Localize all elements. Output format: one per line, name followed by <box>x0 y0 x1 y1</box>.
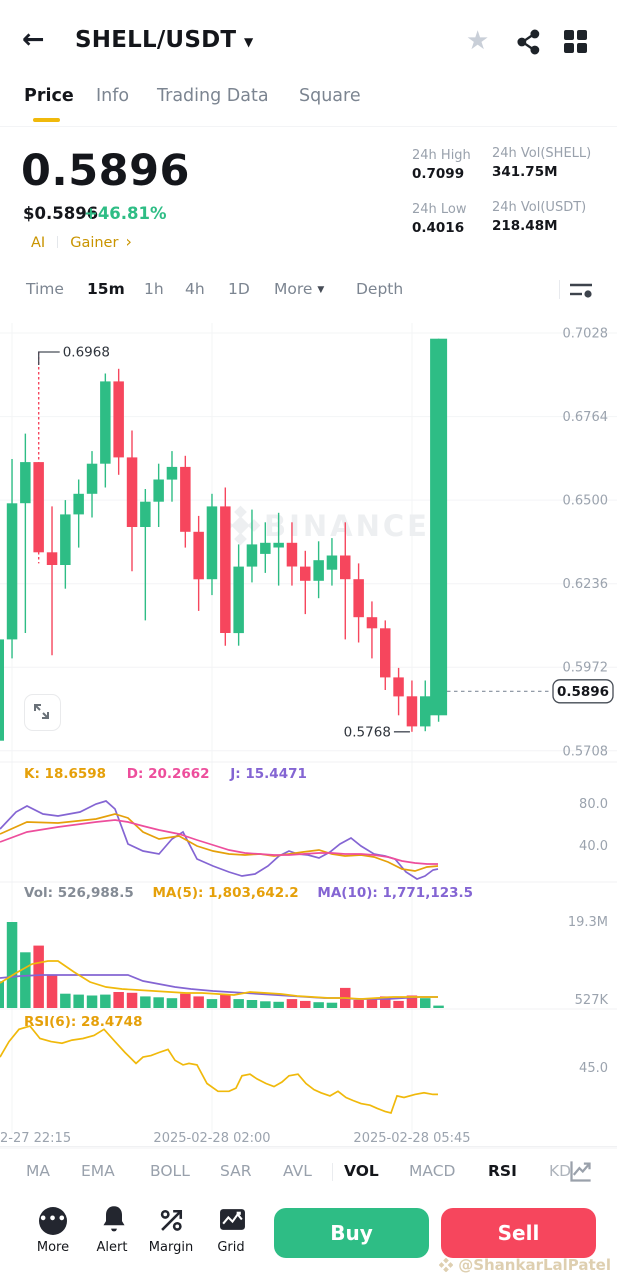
back-arrow-icon[interactable]: ← <box>22 24 45 55</box>
rsi-value-row: RSI(6): 28.4748 <box>24 1014 143 1030</box>
grid-trading-icon <box>220 1209 245 1230</box>
markets-grid-icon[interactable] <box>564 30 590 56</box>
credit-watermark: @ShankarLalPatel <box>438 1256 611 1274</box>
grid-button[interactable] <box>219 1207 246 1236</box>
alert-button[interactable] <box>100 1204 128 1240</box>
stat-24h-high-label: 24h High <box>412 148 471 163</box>
more-label: More <box>36 1240 70 1255</box>
svg-text:0.6764: 0.6764 <box>563 410 609 425</box>
kdj-j-value: J: 15.4471 <box>230 766 307 782</box>
pair-caret-icon[interactable]: ▼ <box>244 35 254 49</box>
stat-24h-vol-base-label: 24h Vol(SHELL) <box>492 146 592 161</box>
favorite-star-icon[interactable]: ★ <box>466 26 490 56</box>
volume-values-row: Vol: 526,988.5 MA(5): 1,803,642.2 MA(10)… <box>24 885 473 901</box>
indicator-tab-sar[interactable]: SAR <box>220 1162 252 1180</box>
svg-text:0.7028: 0.7028 <box>563 327 609 342</box>
kdj-k-value: K: 18.6598 <box>24 766 107 782</box>
indicator-tab-kdj[interactable]: KD <box>549 1162 572 1180</box>
margin-label: Margin <box>148 1240 194 1255</box>
expand-chart-button[interactable] <box>24 694 61 731</box>
active-tab-underline <box>33 118 60 122</box>
tab-trading-data[interactable]: Trading Data <box>157 86 269 106</box>
percent-arrow-icon <box>160 1209 183 1231</box>
alert-label: Alert <box>96 1240 128 1255</box>
change-percent: +46.81% <box>84 204 167 223</box>
timeframe-15m[interactable]: 15m <box>87 280 125 298</box>
divider <box>0 1146 617 1147</box>
tag-ai[interactable]: AI <box>31 235 46 251</box>
share-icon[interactable] <box>516 29 542 59</box>
svg-text:2-27 22:15: 2-27 22:15 <box>0 1131 71 1146</box>
grid-label: Grid <box>217 1240 245 1255</box>
kdj-values-row: K: 18.6598 D: 20.2662 J: 15.4471 <box>24 766 307 782</box>
svg-text:80.0: 80.0 <box>579 797 608 812</box>
svg-text:19.3M: 19.3M <box>568 915 608 930</box>
svg-text:0.5768: 0.5768 <box>344 724 391 740</box>
svg-text:2025-02-28 05:45: 2025-02-28 05:45 <box>353 1131 470 1146</box>
indicator-tab-boll[interactable]: BOLL <box>150 1162 190 1180</box>
divider <box>559 280 560 299</box>
caret-down-icon: ▼ <box>317 285 325 295</box>
chevron-right-icon[interactable]: › <box>125 232 132 251</box>
indicator-tab-macd[interactable]: MACD <box>409 1162 456 1180</box>
svg-text:527K: 527K <box>575 993 609 1008</box>
tab-info[interactable]: Info <box>96 86 130 106</box>
fiat-price: $0.5896 <box>23 204 99 223</box>
svg-text:2025-02-28 02:00: 2025-02-28 02:00 <box>153 1131 270 1146</box>
svg-text:0.6236: 0.6236 <box>563 577 609 592</box>
stat-24h-low-label: 24h Low <box>412 202 467 217</box>
indicator-tab-vol[interactable]: VOL <box>344 1162 379 1180</box>
stat-24h-low-value: 0.4016 <box>412 220 465 236</box>
timeframe-1d[interactable]: 1D <box>228 280 250 298</box>
tab-price[interactable]: Price <box>24 86 74 106</box>
bell-icon <box>103 1206 125 1232</box>
price-chart-svg[interactable]: 0.7028 0.6764 0.6500 0.6236 0.5972 0.5708 BINA… <box>0 315 617 1160</box>
divider <box>332 1163 333 1181</box>
svg-text:BINANCE: BINANCE <box>264 509 430 543</box>
indicator-tab-rsi[interactable]: RSI <box>488 1162 517 1180</box>
indicator-chart-icon[interactable] <box>567 1158 594 1189</box>
margin-button[interactable] <box>158 1206 186 1238</box>
last-price: 0.5896 <box>21 146 190 196</box>
svg-text:0.5896: 0.5896 <box>557 684 609 700</box>
pair-title[interactable]: SHELL/USDT <box>75 27 237 53</box>
stat-24h-vol-quote-value: 218.48M <box>492 218 558 234</box>
timeframe-more[interactable]: More ▼ <box>274 280 325 298</box>
more-button[interactable]: ••• <box>39 1207 67 1235</box>
ellipsis-icon: ••• <box>39 1207 67 1235</box>
diamond-icon <box>438 1257 454 1273</box>
token-tags[interactable]: AI Gainer › <box>31 232 132 251</box>
svg-text:0.6968: 0.6968 <box>63 345 110 361</box>
sell-button[interactable]: Sell <box>441 1208 596 1258</box>
stat-24h-vol-quote-label: 24h Vol(USDT) <box>492 200 587 215</box>
tag-separator <box>57 236 59 248</box>
indicator-tab-ma[interactable]: MA <box>26 1162 50 1180</box>
vol-ma5-value: MA(5): 1,803,642.2 <box>152 885 299 901</box>
svg-text:45.0: 45.0 <box>579 1061 608 1076</box>
kdj-d-value: D: 20.2662 <box>126 766 210 782</box>
buy-button[interactable]: Buy <box>274 1208 429 1258</box>
timeframe-1h[interactable]: 1h <box>144 280 164 298</box>
timeframe-4h[interactable]: 4h <box>185 280 205 298</box>
indicator-tab-avl[interactable]: AVL <box>283 1162 312 1180</box>
vol-value: Vol: 526,988.5 <box>24 885 134 901</box>
depth-toggle[interactable]: Depth <box>356 280 404 298</box>
tag-gainer[interactable]: Gainer <box>70 235 119 251</box>
stat-24h-high-value: 0.7099 <box>412 166 465 182</box>
indicator-tab-ema[interactable]: EMA <box>81 1162 115 1180</box>
svg-text:0.5972: 0.5972 <box>563 661 609 676</box>
vol-ma10-value: MA(10): 1,771,123.5 <box>317 885 474 901</box>
timeframe-time[interactable]: Time <box>26 280 64 298</box>
tab-square[interactable]: Square <box>299 86 361 106</box>
svg-text:40.0: 40.0 <box>579 839 608 854</box>
divider <box>0 126 617 127</box>
svg-text:0.6500: 0.6500 <box>563 494 609 509</box>
svg-text:0.5708: 0.5708 <box>563 744 609 759</box>
chart-settings-icon[interactable] <box>569 281 593 303</box>
stat-24h-vol-base-value: 341.75M <box>492 164 558 180</box>
